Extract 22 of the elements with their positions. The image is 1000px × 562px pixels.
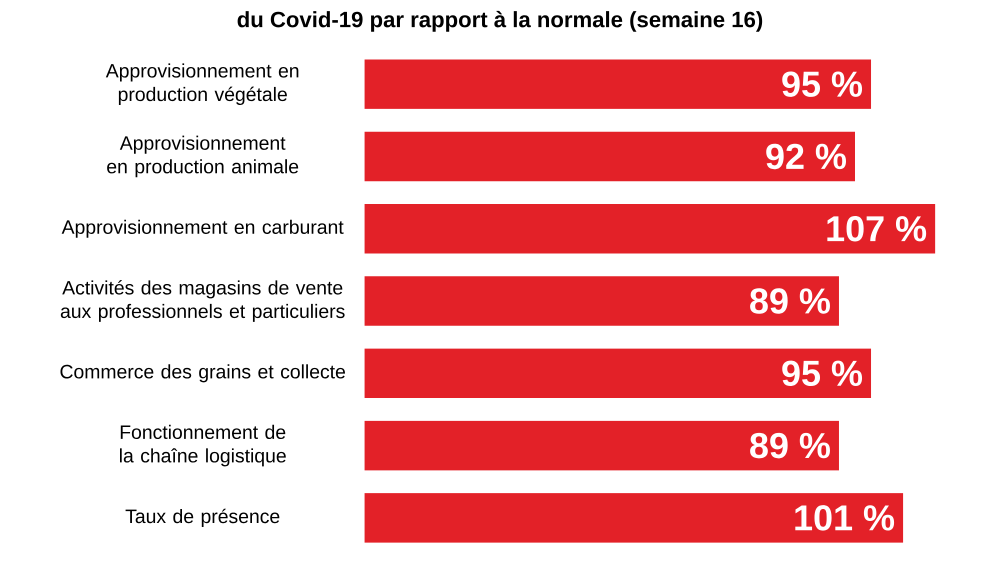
y-tick-label: Activités des magasins de vente aux professionnels et particuliers: [60, 280, 345, 322]
y-tick-label: Approvisionnement en production animale: [107, 136, 298, 178]
bar: [363, 58, 872, 110]
data-label: 101 %: [795, 505, 894, 531]
chart-title: du Covid-19 par rapport à la normale (semaine 16): [238, 10, 762, 32]
data-label: 92 %: [766, 144, 846, 170]
y-tick-label: Fonctionnement de la chaîne logistique: [120, 424, 286, 466]
bar: [363, 420, 840, 472]
y-tick-label: Taux de présence: [126, 508, 280, 528]
y-tick-label: Commerce des grains et collecte: [60, 364, 345, 382]
data-label: 89 %: [750, 288, 830, 314]
y-tick-label: Approvisionnement en carburant: [62, 220, 344, 238]
data-label: 95 %: [782, 360, 862, 386]
bar: [363, 202, 936, 255]
data-label: 107 %: [827, 216, 926, 242]
bar: [363, 347, 872, 400]
bar: [363, 130, 856, 182]
y-tick-label: Approvisionnement en production végétale: [106, 63, 298, 105]
bar: [363, 275, 840, 327]
data-label: 89 %: [750, 432, 830, 458]
bar: [363, 492, 904, 544]
data-label: 95 %: [782, 71, 862, 97]
